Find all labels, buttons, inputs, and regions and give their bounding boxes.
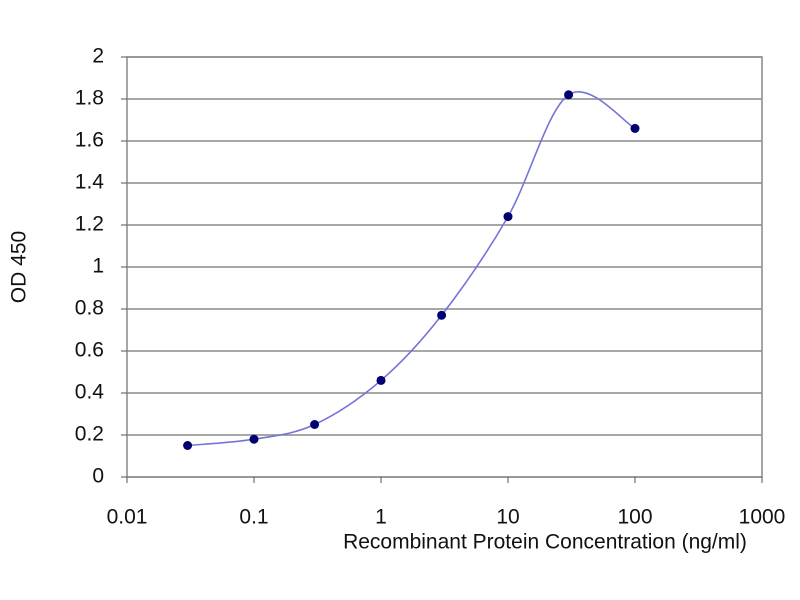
y-tick-label: 1.8 — [75, 87, 104, 110]
x-axis-label: Recombinant Protein Concentration (ng/ml… — [343, 531, 747, 554]
y-tick-label: 0 — [92, 465, 104, 488]
x-tick-label: 0.01 — [107, 506, 148, 529]
marker — [376, 375, 386, 385]
marker — [630, 123, 640, 133]
y-tick-label: 1.4 — [75, 171, 105, 194]
marker — [437, 310, 447, 320]
line — [187, 91, 636, 447]
y-tick-label: 1.6 — [75, 129, 104, 152]
y-tick-label: 2 — [92, 45, 104, 68]
y-tick-label: 0.8 — [75, 297, 104, 320]
x-tick-label: 10 — [496, 506, 519, 529]
y-tick-label: 1 — [92, 255, 104, 278]
marker — [503, 212, 513, 222]
x-tick-label: 1 — [375, 506, 387, 529]
x-tick-label: 1000 — [739, 506, 786, 529]
y-tick-label: 0.2 — [75, 423, 104, 446]
x-tick-label: 100 — [617, 506, 652, 529]
y-tick-label: 0.6 — [75, 339, 104, 362]
y-tick-label: 1.2 — [75, 213, 104, 236]
marker — [249, 434, 259, 444]
marker — [183, 441, 193, 450]
y-axis-label: OD 450 — [8, 231, 31, 303]
x-tick-label: 0.1 — [239, 506, 268, 529]
y-tick-label: 0.4 — [75, 381, 105, 404]
marker — [564, 90, 574, 100]
marker — [310, 420, 320, 429]
